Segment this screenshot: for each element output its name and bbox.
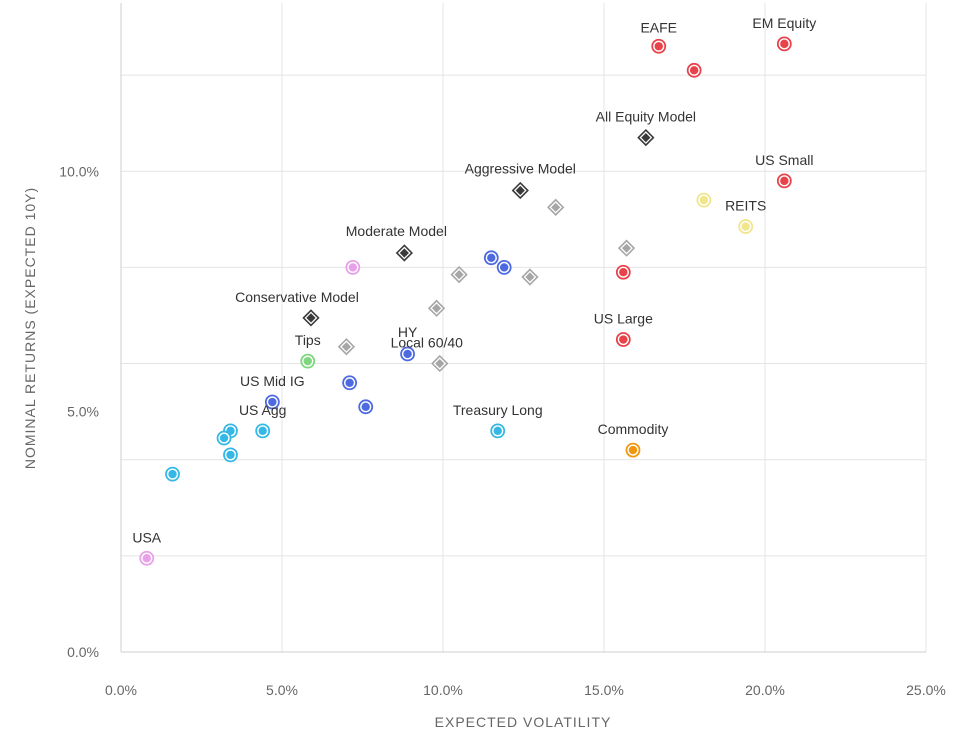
data-point-conservative-model <box>302 309 320 327</box>
data-point-moderate-model <box>395 244 413 262</box>
x-tick-label: 20.0% <box>745 682 785 698</box>
data-point-model-light <box>450 265 468 284</box>
data-point-us-small <box>776 173 792 189</box>
data-point-fixed-income <box>216 430 232 446</box>
data-point-credit <box>342 375 358 391</box>
point-label: USA <box>132 529 161 545</box>
data-point-reits <box>738 219 754 234</box>
y-axis-title: NOMINAL RETURNS (EXPECTED 10Y) <box>22 187 38 469</box>
point-label: Tips <box>295 332 321 348</box>
point-label: Commodity <box>598 421 669 437</box>
data-point-eafe <box>651 38 667 54</box>
data-point-reits <box>696 192 712 208</box>
point-labels: EAFE EM Equity US Small US Large REITS Commod… <box>132 15 816 545</box>
x-tick-label: 5.0% <box>266 682 298 698</box>
data-point-model-light <box>547 198 565 216</box>
data-point-us-agg <box>255 423 271 439</box>
x-tick-label: 0.0% <box>105 682 137 698</box>
y-tick-label: 10.0% <box>59 163 99 179</box>
point-label: REITS <box>725 198 766 214</box>
point-label: Local 60/40 <box>391 335 464 351</box>
data-point-model-light <box>521 268 539 286</box>
x-axis-title: EXPECTED VOLATILITY <box>435 714 612 730</box>
point-label: US Small <box>755 152 813 168</box>
point-label: HY <box>398 324 418 340</box>
point-label: US Mid IG <box>240 373 305 389</box>
data-point-commodity <box>625 442 641 458</box>
data-point-fixed-income <box>165 466 180 482</box>
data-point-usa <box>139 550 155 566</box>
point-label: EM Equity <box>752 15 816 31</box>
data-point-credit <box>496 260 512 275</box>
point-label: Conservative Model <box>235 289 359 305</box>
point-label: All Equity Model <box>596 109 696 125</box>
point-label: Aggressive Model <box>465 160 576 176</box>
data-point-credit <box>358 399 374 415</box>
point-label: Moderate Model <box>346 223 447 239</box>
data-point-credit <box>483 250 499 266</box>
data-points <box>139 36 792 566</box>
axes: 0.0% 5.0% 10.0% 15.0% 20.0% 25.0% 0.0% 5.0% 10.0… <box>59 3 946 698</box>
data-point-equity <box>615 264 631 280</box>
data-point-treasury-long <box>490 423 506 439</box>
data-point-local-60-40 <box>431 354 449 373</box>
point-label: US Agg <box>239 402 286 418</box>
data-point-model-light <box>427 299 446 317</box>
data-point-all-equity-model <box>637 128 655 147</box>
point-label: Treasury Long <box>453 402 543 418</box>
x-tick-label: 25.0% <box>906 682 946 698</box>
point-label: US Large <box>594 311 653 327</box>
data-point-model-light <box>337 338 356 356</box>
data-point-equity <box>686 62 702 78</box>
data-point-em-equity <box>776 36 792 52</box>
x-tick-label: 15.0% <box>584 682 624 698</box>
data-point-hy <box>400 346 415 362</box>
point-label: EAFE <box>640 19 677 35</box>
data-point-model-light <box>617 239 636 257</box>
x-tick-label: 10.0% <box>423 682 463 698</box>
data-point-tips <box>300 353 316 369</box>
data-point-aggressive-model <box>511 181 529 200</box>
data-point-fixed-income <box>223 447 238 463</box>
data-point-us-large <box>615 332 631 347</box>
y-tick-label: 5.0% <box>67 404 99 420</box>
data-point-usa <box>345 260 361 275</box>
gridlines <box>120 3 927 653</box>
data-point-us-mid-ig <box>264 394 280 410</box>
y-tick-label: 0.0% <box>67 644 99 660</box>
